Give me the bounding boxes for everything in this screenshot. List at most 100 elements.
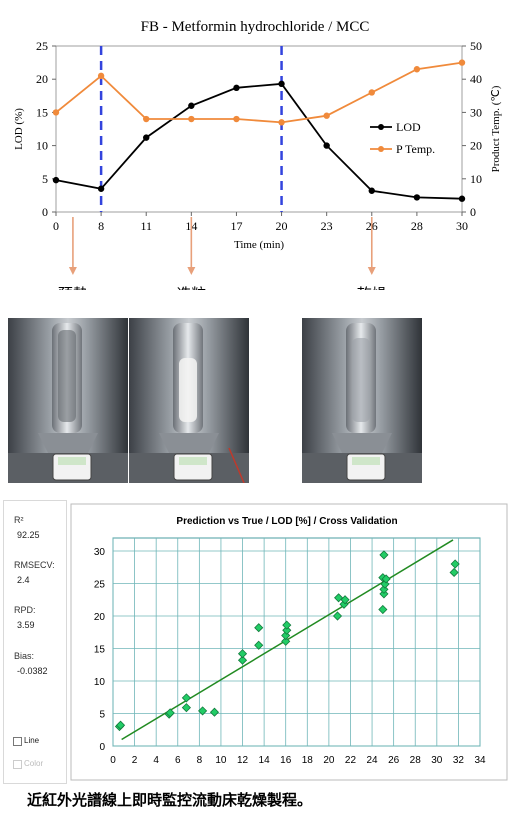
scatter-y-tick-label: 30 bbox=[94, 547, 106, 558]
scatter-point bbox=[450, 559, 460, 569]
stage-label: 乾燥 bbox=[357, 286, 387, 290]
top-chart-title: FB - Metformin hydrochloride / MCC bbox=[141, 19, 370, 35]
legend-swatch-marker bbox=[378, 124, 384, 130]
scatter-point bbox=[332, 611, 343, 621]
x-tick-label: 11 bbox=[140, 219, 152, 233]
data-point-lod bbox=[52, 176, 60, 184]
left-tick-label: 25 bbox=[36, 39, 48, 53]
scatter-point bbox=[282, 620, 292, 630]
stat-label-rpd: RPD: bbox=[14, 605, 36, 615]
scatter-x-tick-label: 26 bbox=[388, 755, 400, 766]
scatter-x-tick-label: 22 bbox=[345, 755, 357, 766]
scatter-point bbox=[254, 623, 264, 633]
photo-granulation bbox=[129, 318, 249, 483]
scatter-x-tick-label: 12 bbox=[237, 755, 249, 766]
scatter-point bbox=[282, 625, 292, 635]
data-point-lod bbox=[368, 187, 375, 194]
scatter-x-tick-label: 20 bbox=[323, 755, 335, 766]
scatter-point bbox=[379, 550, 389, 560]
data-point-lod bbox=[188, 102, 195, 109]
legend-entry: LOD bbox=[396, 120, 421, 134]
top-plot-area bbox=[55, 45, 463, 213]
x-tick-label: 28 bbox=[411, 219, 423, 233]
stat-value-r2: 92.25 bbox=[17, 530, 40, 540]
right-tick-label: 0 bbox=[470, 205, 476, 219]
data-point-p-temp- bbox=[368, 89, 375, 96]
line-checkbox[interactable] bbox=[13, 737, 22, 746]
x-axis-label: Time (min) bbox=[234, 239, 284, 251]
scatter-point bbox=[378, 604, 388, 615]
scatter-point bbox=[380, 579, 390, 589]
scatter-x-tick-label: 32 bbox=[453, 755, 465, 766]
scatter-y-tick-label: 20 bbox=[94, 612, 106, 623]
scatter-point bbox=[449, 567, 459, 578]
scatter-x-ticks: 0 2 4 6 8 10 12 14 16 18 20 22 24 26 28 30 32 34 bbox=[110, 755, 486, 766]
data-point-p-temp- bbox=[143, 115, 150, 123]
scatter-y-ticks: 0 5 10 15 20 25 30 bbox=[94, 547, 106, 753]
stage-label: 預熱 bbox=[58, 286, 88, 290]
scatter-point bbox=[254, 640, 264, 650]
stage-divider-lines bbox=[99, 46, 283, 212]
data-point-lod bbox=[458, 195, 466, 202]
lod-temperature-chart: FB - Metformin hydrochloride / MCC 0 5 10 1… bbox=[13, 19, 502, 290]
data-point-p-temp- bbox=[188, 115, 195, 123]
stat-value-rpd: 3.59 bbox=[17, 620, 35, 630]
right-tick-label: 40 bbox=[470, 72, 482, 86]
scatter-point bbox=[181, 703, 191, 713]
stat-label-bias: Bias: bbox=[14, 651, 35, 661]
right-axis-ticks: 0 10 20 30 40 50 bbox=[462, 39, 482, 219]
stat-value-rmsecv: 2.4 bbox=[17, 575, 30, 585]
photo-drying bbox=[302, 318, 422, 483]
stat-label-r2: R² bbox=[14, 515, 24, 525]
data-point-p-temp- bbox=[413, 66, 421, 73]
color-checkbox[interactable] bbox=[13, 760, 22, 769]
scatter-x-tick-label: 18 bbox=[302, 755, 314, 766]
data-point-lod bbox=[413, 194, 421, 201]
scatter-point bbox=[381, 574, 391, 584]
x-tick-label: 0 bbox=[53, 219, 59, 233]
scatter-x-tick-label: 14 bbox=[259, 755, 271, 766]
data-point-lod bbox=[97, 185, 105, 192]
scatter-point bbox=[281, 630, 291, 641]
photo-preheating bbox=[8, 318, 128, 483]
left-tick-label: 0 bbox=[42, 205, 48, 219]
scatter-point bbox=[181, 693, 191, 703]
scatter-x-tick-label: 30 bbox=[431, 755, 443, 766]
scatter-point bbox=[165, 708, 175, 718]
scatter-title: Prediction vs True / LOD [%] / Cross Val… bbox=[176, 516, 397, 527]
data-point-p-temp- bbox=[323, 112, 330, 119]
x-tick-label: 17 bbox=[230, 219, 242, 233]
stage-arrow-head bbox=[367, 267, 376, 275]
scatter-point bbox=[281, 636, 291, 646]
data-point-p-temp- bbox=[458, 59, 466, 66]
right-tick-label: 10 bbox=[470, 172, 482, 186]
scatter-x-tick-label: 4 bbox=[153, 755, 159, 766]
color-checkbox-label: Color bbox=[24, 759, 44, 768]
right-tick-label: 50 bbox=[470, 39, 482, 53]
x-tick-label: 20 bbox=[276, 219, 288, 233]
left-axis-label: LOD (%) bbox=[13, 108, 25, 150]
x-axis-ticks: 081114172023262830 bbox=[53, 212, 468, 233]
scatter-grid bbox=[112, 537, 481, 747]
scatter-y-tick-label: 10 bbox=[94, 677, 106, 688]
data-point-p-temp- bbox=[52, 109, 60, 116]
series-line-lod bbox=[55, 82, 463, 200]
figure-caption: 近紅外光譜線上即時監控流動床乾燥製程。 bbox=[27, 791, 313, 809]
x-tick-label: 8 bbox=[98, 219, 104, 233]
scatter-x-tick-label: 0 bbox=[110, 755, 116, 766]
scatter-point bbox=[115, 720, 126, 730]
scatter-x-tick-label: 16 bbox=[280, 755, 292, 766]
series-line-p-temp- bbox=[55, 61, 463, 124]
right-tick-label: 20 bbox=[470, 139, 482, 153]
stage-arrows: 預熱 造粒 乾燥 bbox=[58, 217, 387, 290]
scatter-y-tick-label: 5 bbox=[99, 710, 105, 721]
left-tick-label: 20 bbox=[36, 72, 48, 86]
scatter-x-tick-label: 28 bbox=[410, 755, 422, 766]
stat-value-bias: -0.0382 bbox=[17, 666, 48, 676]
data-point-lod bbox=[278, 80, 285, 88]
scatter-point bbox=[198, 706, 208, 716]
right-axis-label: Product Temp. (℃) bbox=[490, 85, 502, 172]
stat-label-rmsecv: RMSECV: bbox=[14, 560, 55, 570]
line-checkbox-label: Line bbox=[24, 736, 40, 745]
scatter-x-tick-label: 24 bbox=[366, 755, 378, 766]
